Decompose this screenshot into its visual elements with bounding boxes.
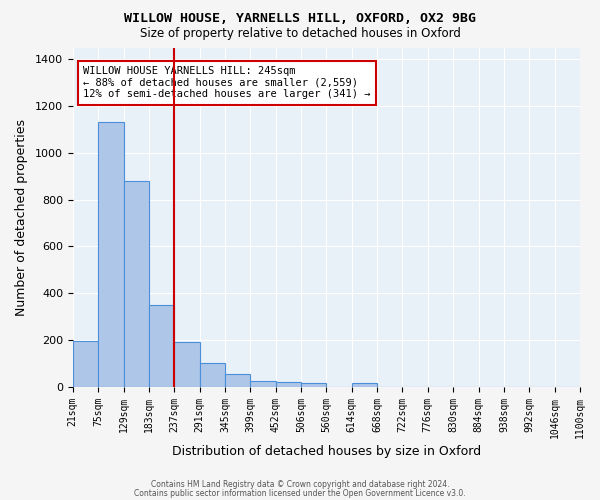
Bar [301, 383, 326, 386]
Bar [73, 341, 98, 386]
Y-axis label: Number of detached properties: Number of detached properties [15, 118, 28, 316]
Text: Contains public sector information licensed under the Open Government Licence v3: Contains public sector information licen… [134, 488, 466, 498]
Bar [200, 364, 225, 386]
X-axis label: Distribution of detached houses by size in Oxford: Distribution of detached houses by size … [172, 444, 481, 458]
Text: Size of property relative to detached houses in Oxford: Size of property relative to detached ho… [140, 28, 460, 40]
Bar [352, 383, 377, 386]
Text: WILLOW HOUSE, YARNELLS HILL, OXFORD, OX2 9BG: WILLOW HOUSE, YARNELLS HILL, OXFORD, OX2… [124, 12, 476, 26]
Bar [250, 381, 275, 386]
Bar [124, 181, 149, 386]
Text: Contains HM Land Registry data © Crown copyright and database right 2024.: Contains HM Land Registry data © Crown c… [151, 480, 449, 489]
Bar [225, 374, 250, 386]
Bar [149, 305, 174, 386]
Text: WILLOW HOUSE YARNELLS HILL: 245sqm
← 88% of detached houses are smaller (2,559)
: WILLOW HOUSE YARNELLS HILL: 245sqm ← 88%… [83, 66, 370, 100]
Bar [174, 342, 200, 386]
Bar [98, 122, 124, 386]
Bar [275, 382, 301, 386]
